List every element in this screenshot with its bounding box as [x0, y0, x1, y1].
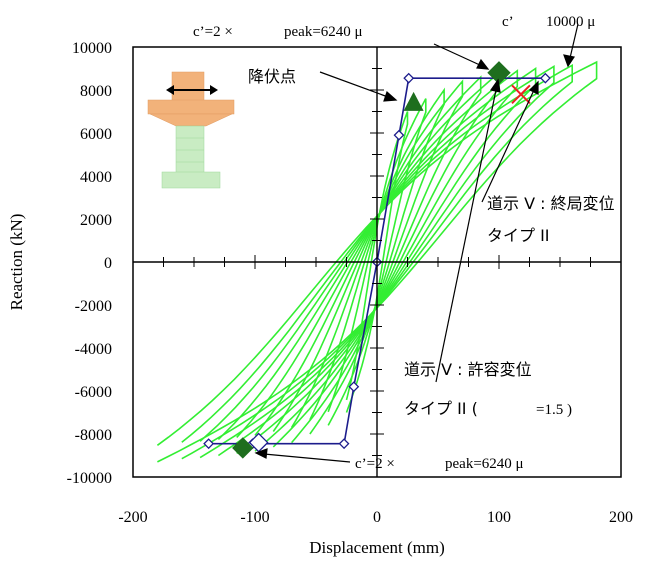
markers — [232, 61, 531, 459]
y-tick-label: -4000 — [75, 341, 112, 358]
peak-marker-positive — [487, 61, 511, 85]
annotation-c2-top: c’=2 × — [193, 24, 233, 40]
y-tick-label: 4000 — [80, 169, 112, 186]
tick-labels: 1000080006000400020000-2000-4000-6000-80… — [67, 40, 633, 526]
ultimate-marker-b — [511, 84, 531, 105]
annotation-ultimate-line2: タイプ II — [487, 226, 550, 245]
hysteresis-loop — [309, 87, 445, 435]
hysteresis-loop — [181, 63, 574, 460]
x-tick-label: 100 — [487, 509, 511, 526]
annotation-allow-line2: タイプ II ( — [404, 399, 478, 418]
x-tick-label: -200 — [118, 509, 147, 526]
annotation-leaders — [254, 23, 579, 463]
y-tick-label: 8000 — [80, 83, 112, 100]
hysteresis-loop — [327, 98, 427, 426]
hysteresis-loop — [156, 60, 598, 463]
hysteresis-loop — [272, 75, 482, 448]
hysteresis-loop — [217, 66, 537, 457]
center-axes — [133, 47, 621, 477]
annotation-c-prime: c’ — [502, 14, 514, 30]
pier-diagram — [147, 71, 235, 189]
y-tick-label: 10000 — [72, 40, 112, 57]
y-tick-label: 6000 — [80, 126, 112, 143]
annotation-peak-bottom: peak=6240 μ — [445, 456, 524, 472]
skeleton-point — [203, 438, 215, 450]
annotation-yield-label: 降伏点 — [248, 67, 296, 86]
annotation-allow-line1: 道示 V : 許容変位 — [404, 360, 532, 379]
hysteresis-loop — [290, 79, 464, 444]
y-tick-label: -8000 — [75, 427, 112, 444]
yield-marker — [403, 91, 424, 111]
y-tick-label: -6000 — [75, 384, 112, 401]
y-tick-label: -2000 — [75, 298, 112, 315]
hysteresis-loop — [345, 111, 409, 413]
annotation-peak-top: peak=6240 μ — [284, 24, 363, 40]
y-tick-label: 2000 — [80, 212, 112, 229]
skeleton-point — [338, 438, 350, 450]
y-axis-title: Reaction (kN) — [7, 214, 26, 311]
x-tick-label: -100 — [240, 509, 269, 526]
x-axis-title: Displacement (mm) — [309, 538, 445, 557]
annotation-ultimate-line1: 道示 V : 終局変位 — [487, 194, 615, 213]
annotation-allow-alpha: =1.5 ) — [536, 402, 572, 418]
annotation-c2-bottom: c’=2 × — [355, 456, 395, 472]
hysteresis-loops — [156, 60, 598, 463]
peak-marker-negative — [232, 437, 254, 459]
annotation-strain-10000: 10000 μ — [546, 14, 595, 30]
x-tick-label: 0 — [373, 509, 381, 526]
skeleton-point — [539, 72, 551, 84]
hysteresis-loop — [199, 64, 555, 459]
skeleton-point — [403, 72, 415, 84]
skeleton-point — [393, 129, 405, 141]
skeleton-point — [348, 381, 360, 393]
x-tick-label: 200 — [609, 509, 633, 526]
y-tick-label: 0 — [104, 255, 112, 272]
y-tick-label: -10000 — [67, 470, 112, 487]
